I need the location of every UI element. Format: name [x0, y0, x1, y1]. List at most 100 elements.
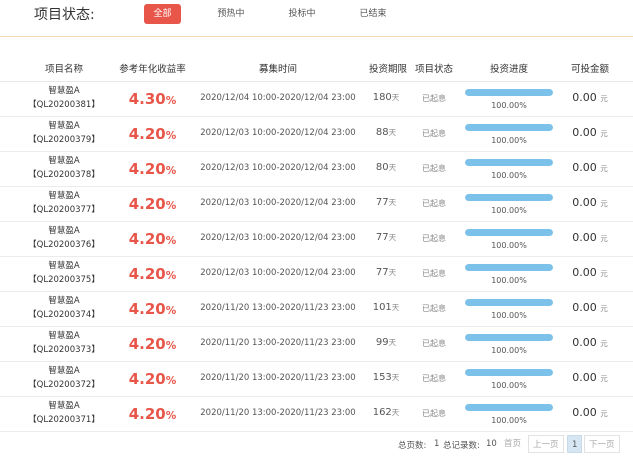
project-code: 【QL20200376】: [28, 240, 100, 250]
progress-bar-fill: [465, 369, 553, 376]
project-code: 【QL20200377】: [28, 205, 100, 215]
progress-bar-fill: [465, 229, 553, 236]
project-name-cell[interactable]: 智慧盈A 【QL20200381】: [18, 84, 110, 112]
amount-value: 0.00: [572, 406, 597, 419]
table-row[interactable]: 智慧盈A 【QL20200378】 4.20% 2020/12/03 10:00-20…: [0, 152, 633, 187]
table-header: 项目名称 参考年化收益率 募集时间 投资期限 项目状态 投资进度 可投金额: [0, 53, 633, 82]
progress-bar-fill: [465, 89, 553, 96]
available-amount: 0.00 元: [560, 91, 620, 104]
annual-rate: 4.20%: [115, 160, 190, 178]
header-progress: 投资进度: [489, 64, 528, 75]
progress-bar-track: [465, 159, 553, 166]
rate-unit: %: [165, 235, 177, 247]
rate-unit: %: [165, 410, 177, 422]
header-period: 投资期限: [368, 64, 407, 75]
project-code: 【QL20200378】: [28, 170, 100, 180]
project-name-cell[interactable]: 智慧盈A 【QL20200377】: [18, 189, 110, 217]
table-row[interactable]: 智慧盈A 【QL20200375】 4.20% 2020/12/03 10:00-20…: [0, 257, 633, 292]
pager-prev-button[interactable]: 上一页: [528, 435, 564, 453]
pager-total-records-label: 总记录数:: [443, 441, 480, 451]
table-row[interactable]: 智慧盈A 【QL20200377】 4.20% 2020/12/03 10:00-20…: [0, 187, 633, 222]
table-row[interactable]: 智慧盈A 【QL20200372】 4.20% 2020/11/20 13:00-20…: [0, 362, 633, 397]
project-name-cell[interactable]: 智慧盈A 【QL20200378】: [18, 154, 110, 182]
project-name: 智慧盈A: [48, 366, 80, 376]
period-value: 99: [375, 337, 389, 348]
table-row[interactable]: 智慧盈A 【QL20200374】 4.20% 2020/11/20 13:00-20…: [0, 292, 633, 327]
investment-progress: 100.00%: [464, 331, 554, 355]
period-value: 88: [375, 127, 389, 138]
raise-time: 2020/11/20 13:00-2020/11/23 23:00: [200, 408, 356, 418]
filter-bar: 项目状态: 全部 预热中 投标中 已结束: [0, 0, 633, 37]
amount-unit: 元: [600, 374, 608, 383]
period-value: 101: [372, 302, 392, 313]
progress-bar-fill: [465, 404, 553, 411]
rate-value: 4.30: [128, 90, 166, 108]
amount-value: 0.00: [572, 336, 597, 349]
project-code: 【QL20200373】: [28, 345, 100, 355]
project-name: 智慧盈A: [48, 401, 80, 411]
rate-unit: %: [165, 130, 177, 142]
period-value: 77: [375, 197, 389, 208]
project-name-cell[interactable]: 智慧盈A 【QL20200375】: [18, 259, 110, 287]
raise-time: 2020/12/04 10:00-2020/12/04 23:00: [200, 93, 356, 103]
amount-unit: 元: [600, 304, 608, 313]
header-annual-rate: 参考年化收益率: [119, 64, 186, 75]
project-code: 【QL20200379】: [28, 135, 100, 145]
annual-rate: 4.20%: [115, 405, 190, 423]
investment-progress: 100.00%: [464, 86, 554, 110]
project-name-cell[interactable]: 智慧盈A 【QL20200373】: [18, 329, 110, 357]
amount-value: 0.00: [572, 266, 597, 279]
available-amount: 0.00 元: [560, 336, 620, 349]
amount-unit: 元: [600, 409, 608, 418]
table-row[interactable]: 智慧盈A 【QL20200379】 4.20% 2020/12/03 10:00-20…: [0, 117, 633, 152]
project-name-cell[interactable]: 智慧盈A 【QL20200379】: [18, 119, 110, 147]
period-unit: 天: [388, 163, 397, 172]
filter-option-ended[interactable]: 已结束: [359, 9, 387, 19]
project-name-cell[interactable]: 智慧盈A 【QL20200376】: [18, 224, 110, 252]
progress-text: 100.00%: [491, 346, 527, 355]
pager-total-records: 10: [486, 439, 497, 449]
progress-text: 100.00%: [491, 311, 527, 320]
period-unit: 天: [391, 408, 400, 417]
filter-option-all[interactable]: 全部: [144, 4, 181, 24]
progress-bar-track: [465, 194, 553, 201]
period-unit: 天: [388, 338, 397, 347]
filter-option-bidding[interactable]: 投标中: [288, 9, 316, 19]
progress-bar-track: [465, 299, 553, 306]
table-row[interactable]: 智慧盈A 【QL20200371】 4.20% 2020/11/20 13:00-20…: [0, 397, 633, 432]
amount-unit: 元: [600, 234, 608, 243]
investment-progress: 100.00%: [464, 156, 554, 180]
filter-option-preheat[interactable]: 预热中: [217, 9, 245, 19]
progress-bar-fill: [465, 194, 553, 201]
available-amount: 0.00 元: [560, 161, 620, 174]
investment-period: 88天: [362, 127, 410, 138]
rate-value: 4.20: [128, 335, 166, 353]
table-row[interactable]: 智慧盈A 【QL20200373】 4.20% 2020/11/20 13:00-20…: [0, 327, 633, 362]
project-status: 已起息: [422, 234, 446, 243]
header-raise-time: 募集时间: [258, 64, 297, 75]
investment-progress: 100.00%: [464, 191, 554, 215]
period-value: 80: [375, 162, 389, 173]
rate-value: 4.20: [128, 405, 166, 423]
progress-bar-track: [465, 124, 553, 131]
rate-unit: %: [165, 200, 177, 212]
project-name-cell[interactable]: 智慧盈A 【QL20200372】: [18, 364, 110, 392]
raise-time: 2020/11/20 13:00-2020/11/23 23:00: [200, 303, 356, 313]
pager-current-page[interactable]: 1: [567, 435, 583, 453]
header-available: 可投金额: [570, 64, 609, 75]
investment-period: 153天: [362, 372, 410, 383]
rate-value: 4.20: [128, 230, 166, 248]
progress-text: 100.00%: [491, 276, 527, 285]
annual-rate: 4.20%: [115, 195, 190, 213]
table-row[interactable]: 智慧盈A 【QL20200381】 4.30% 2020/12/04 10:00-20…: [0, 82, 633, 117]
investment-progress: 100.00%: [464, 401, 554, 425]
pager-next-button[interactable]: 下一页: [584, 435, 620, 453]
project-name-cell[interactable]: 智慧盈A 【QL20200371】: [18, 399, 110, 427]
table-row[interactable]: 智慧盈A 【QL20200376】 4.20% 2020/12/03 10:00-20…: [0, 222, 633, 257]
project-name-cell[interactable]: 智慧盈A 【QL20200374】: [18, 294, 110, 322]
rate-value: 4.20: [128, 370, 166, 388]
pager-first-button[interactable]: 首页: [504, 439, 522, 449]
project-name: 智慧盈A: [48, 86, 80, 96]
available-amount: 0.00 元: [560, 196, 620, 209]
progress-bar-track: [465, 404, 553, 411]
